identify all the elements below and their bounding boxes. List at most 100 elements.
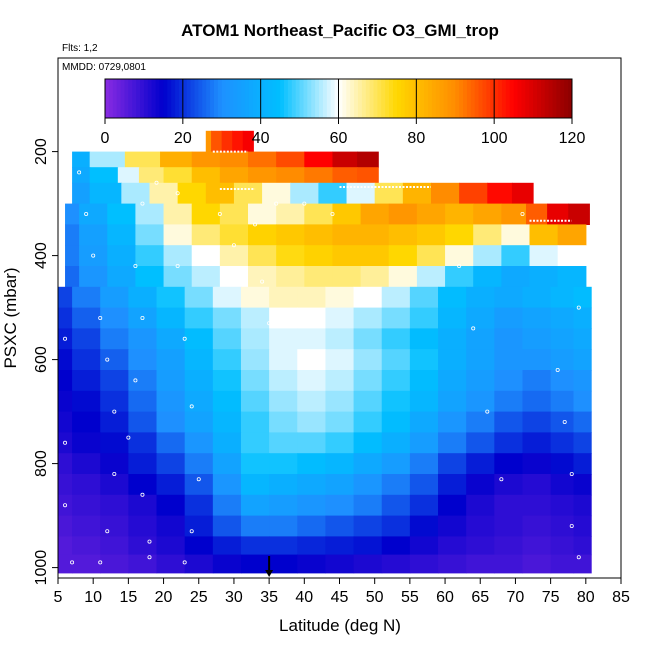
heatmap-cell: [332, 245, 362, 267]
heatmap-cell: [325, 370, 355, 392]
heatmap-cell: [212, 307, 242, 329]
sample-point: [98, 315, 103, 320]
heatmap-cell: [121, 182, 151, 205]
heatmap-cell: [529, 266, 559, 288]
colorbar: [104, 78, 573, 119]
heatmap-cell: [459, 182, 488, 205]
heatmap-cell: [353, 411, 383, 433]
heatmap-cell: [72, 370, 101, 392]
colorbar-swatch: [151, 79, 157, 118]
latitude-marker-arrow: [265, 556, 274, 577]
heatmap-cell: [522, 554, 552, 574]
heatmap-cell: [72, 432, 101, 454]
colorbar-tick-label: 60: [330, 130, 348, 147]
colorbar-swatch: [182, 79, 188, 118]
heatmap-cell: [100, 286, 129, 309]
colorbar-swatch: [544, 79, 550, 118]
heatmap-cell: [494, 453, 524, 475]
heatmap-cell: [522, 390, 552, 413]
heatmap-cell: [388, 245, 418, 267]
heatmap-cell: [276, 151, 305, 168]
heatmap-cell: [494, 307, 524, 329]
heatmap-cell: [573, 494, 592, 517]
sample-point: [485, 409, 490, 414]
colorbar-swatch: [128, 79, 133, 118]
heatmap-cell: [550, 515, 575, 537]
heatmap-cell: [240, 390, 270, 413]
heatmap-cell: [466, 390, 495, 413]
heatmap-cell: [100, 515, 129, 537]
heatmap-cell: [219, 266, 249, 288]
heatmap-cell: [550, 453, 575, 475]
colorbar-swatch: [342, 79, 347, 118]
heatmap-cell: [550, 370, 575, 392]
colorbar-swatch: [404, 79, 410, 118]
colorbar-swatch: [381, 79, 386, 118]
heatmap-cell: [79, 203, 108, 225]
heatmap-cell: [438, 390, 467, 413]
heatmap-cell: [550, 411, 575, 433]
heatmap-cell: [156, 432, 186, 454]
heatmap-cell: [219, 151, 249, 168]
heatmap-cell: [297, 349, 327, 371]
colorbar-swatch: [291, 79, 297, 118]
heatmap-cell: [466, 515, 495, 537]
y-tick-label: 600: [33, 346, 50, 373]
heatmap-cell: [232, 130, 244, 153]
sample-point: [471, 326, 476, 331]
heatmap-cell: [466, 307, 495, 329]
heatmap-cell: [163, 224, 193, 246]
heatmap-cell: [191, 151, 221, 168]
colorbar-swatch: [198, 79, 203, 118]
heatmap-cell: [212, 536, 242, 556]
heatmap-cell: [128, 515, 158, 537]
heatmap-cell: [573, 515, 592, 537]
colorbar-swatch: [439, 79, 445, 118]
colorbar-swatch: [280, 79, 285, 118]
heatmap-cell: [276, 245, 305, 267]
heatmap-cell: [156, 390, 186, 413]
heatmap-cell: [100, 554, 129, 574]
heatmap-cell: [297, 307, 327, 329]
heatmap-cell: [438, 453, 467, 475]
heatmap-cell: [100, 536, 129, 556]
colorbar-swatch: [132, 79, 137, 118]
heatmap-cell: [248, 266, 277, 288]
heatmap-cell: [184, 349, 214, 371]
heatmap-cell: [297, 370, 327, 392]
colorbar-swatch: [354, 79, 359, 118]
sample-point: [126, 435, 131, 440]
colorbar-swatch: [229, 79, 234, 118]
heatmap-cell: [353, 286, 383, 309]
heatmap-cell: [72, 515, 101, 537]
heatmap-cell: [72, 151, 91, 168]
y-tick-label: 800: [33, 450, 50, 477]
colorbar-swatch: [206, 79, 211, 118]
heatmap-cell: [353, 536, 383, 556]
heatmap-cell: [409, 370, 439, 392]
colorbar-swatch: [217, 79, 223, 118]
heatmap-cell: [65, 245, 80, 267]
heatmap-cell: [156, 349, 186, 371]
colorbar-swatch: [171, 79, 176, 118]
colorbar-swatch: [140, 79, 145, 118]
colorbar-swatch: [556, 79, 561, 118]
heatmap-cell: [163, 203, 193, 225]
heatmap-cell: [522, 286, 552, 309]
heatmap-cell: [304, 151, 334, 168]
heatmap-cell: [381, 411, 411, 433]
colorbar-swatch: [373, 79, 378, 118]
heatmap-cell: [184, 494, 214, 517]
heatmap-cell: [466, 328, 495, 350]
heatmap-cell: [409, 494, 439, 517]
y-axis-label: PSXC (mbar): [1, 267, 20, 368]
heatmap-cell: [100, 349, 129, 371]
heatmap-cell: [438, 370, 467, 392]
heatmap-cell: [466, 554, 495, 574]
colorbar-swatch: [389, 79, 394, 118]
heatmap-cell: [353, 474, 383, 496]
sample-point: [77, 170, 82, 175]
heatmap-cell: [184, 474, 214, 496]
heatmap-cell: [184, 536, 214, 556]
heatmap-cell: [325, 432, 355, 454]
